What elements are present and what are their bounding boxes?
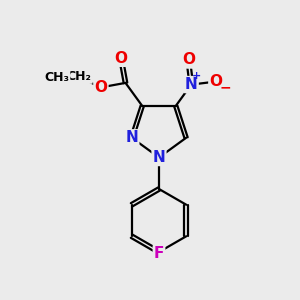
Text: N: N	[153, 150, 165, 165]
Text: −: −	[219, 80, 231, 94]
Text: N: N	[185, 77, 198, 92]
Text: N: N	[125, 130, 138, 145]
Text: F: F	[154, 246, 164, 261]
Text: O: O	[209, 74, 222, 89]
Text: O: O	[182, 52, 195, 68]
Text: +: +	[192, 71, 201, 81]
Text: CH₃: CH₃	[44, 71, 69, 84]
Text: CH₂: CH₂	[67, 70, 92, 83]
Text: O: O	[115, 51, 128, 66]
Text: O: O	[94, 80, 107, 95]
